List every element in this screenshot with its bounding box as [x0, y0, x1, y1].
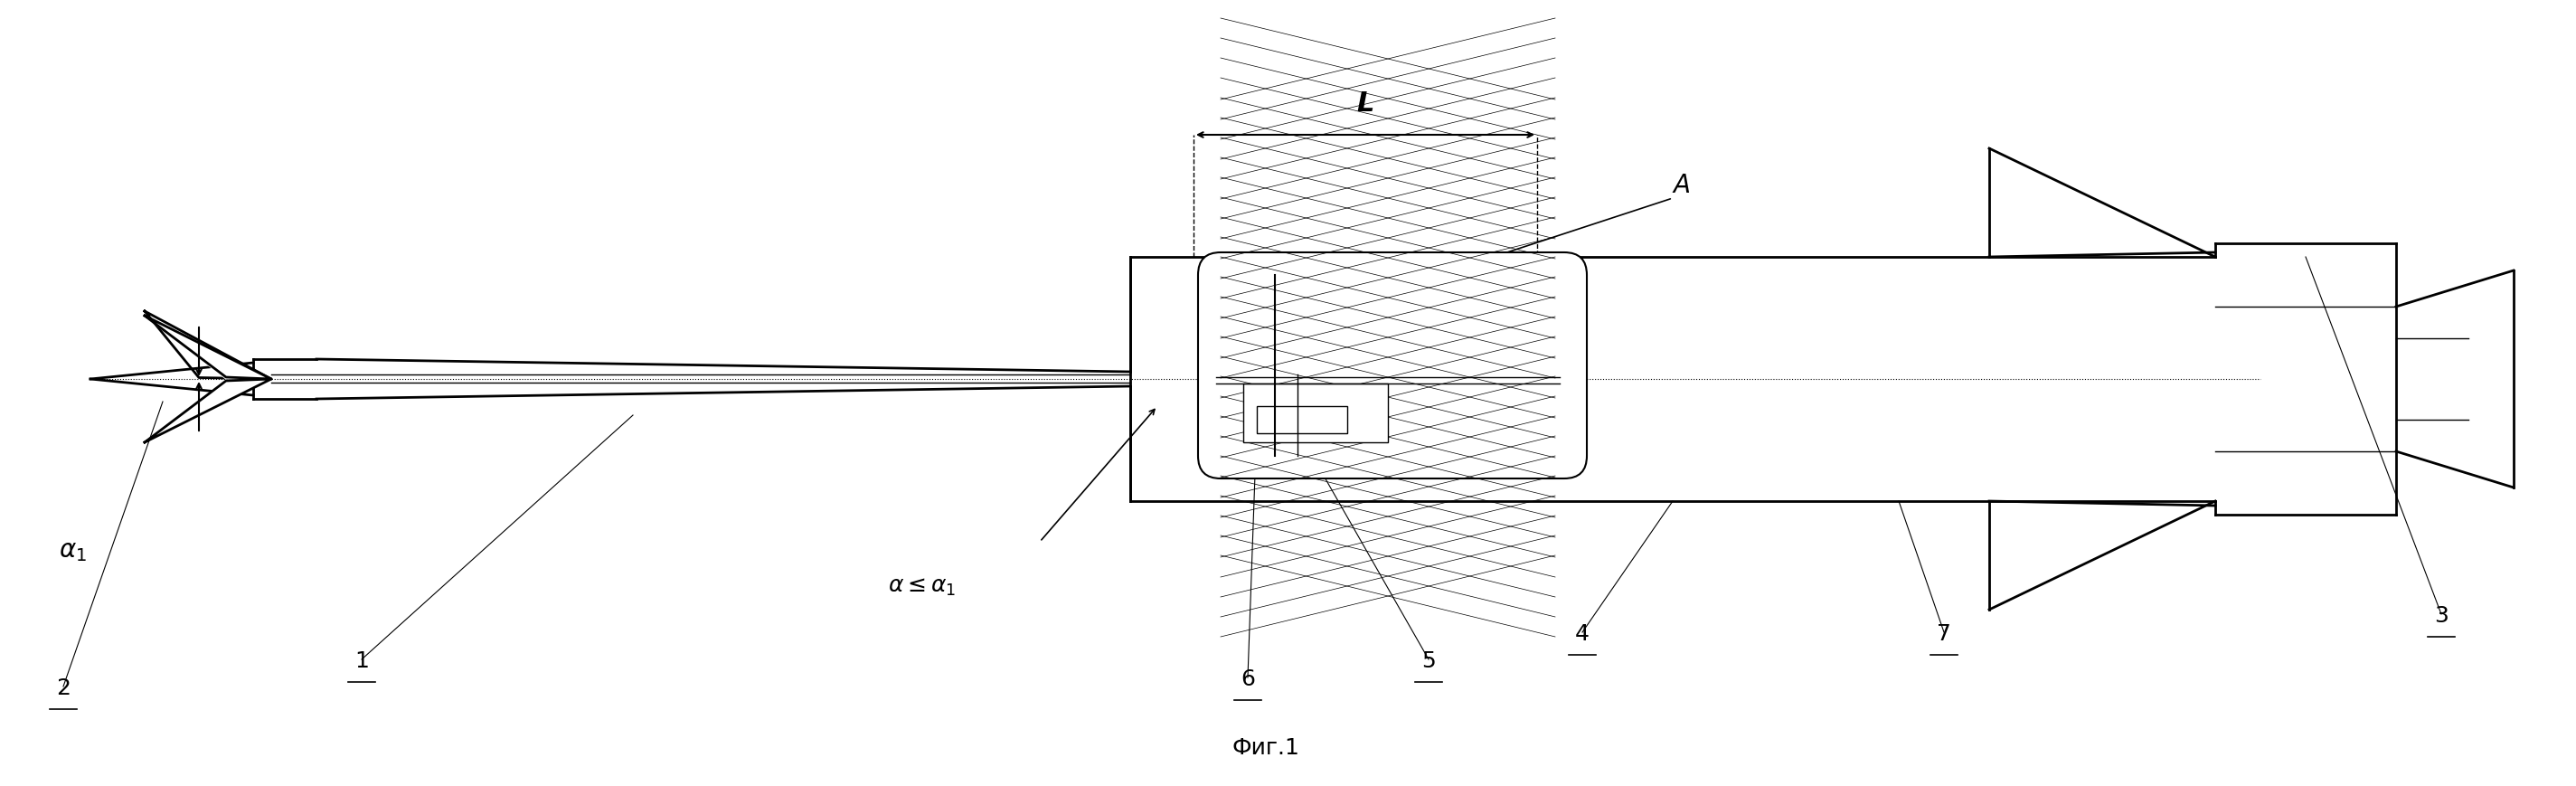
- Polygon shape: [144, 379, 270, 443]
- FancyBboxPatch shape: [1198, 252, 1587, 479]
- Text: 5: 5: [1422, 650, 1435, 672]
- Polygon shape: [1989, 149, 2215, 257]
- Text: $\alpha \leq \alpha_1$: $\alpha \leq \alpha_1$: [889, 576, 956, 598]
- Text: Фиг.1: Фиг.1: [1231, 737, 1301, 758]
- Polygon shape: [144, 316, 270, 379]
- Text: 4: 4: [1574, 623, 1589, 645]
- Text: A: A: [1672, 173, 1690, 198]
- Text: 7: 7: [1937, 623, 1950, 645]
- Text: 6: 6: [1242, 668, 1255, 690]
- Text: 3: 3: [2434, 605, 2447, 626]
- Bar: [1244, 384, 1388, 443]
- Text: L: L: [1358, 90, 1373, 116]
- Text: 2: 2: [57, 678, 70, 700]
- Bar: [1257, 406, 1347, 433]
- Text: 1: 1: [355, 650, 368, 672]
- Text: $\alpha_1$: $\alpha_1$: [59, 538, 88, 564]
